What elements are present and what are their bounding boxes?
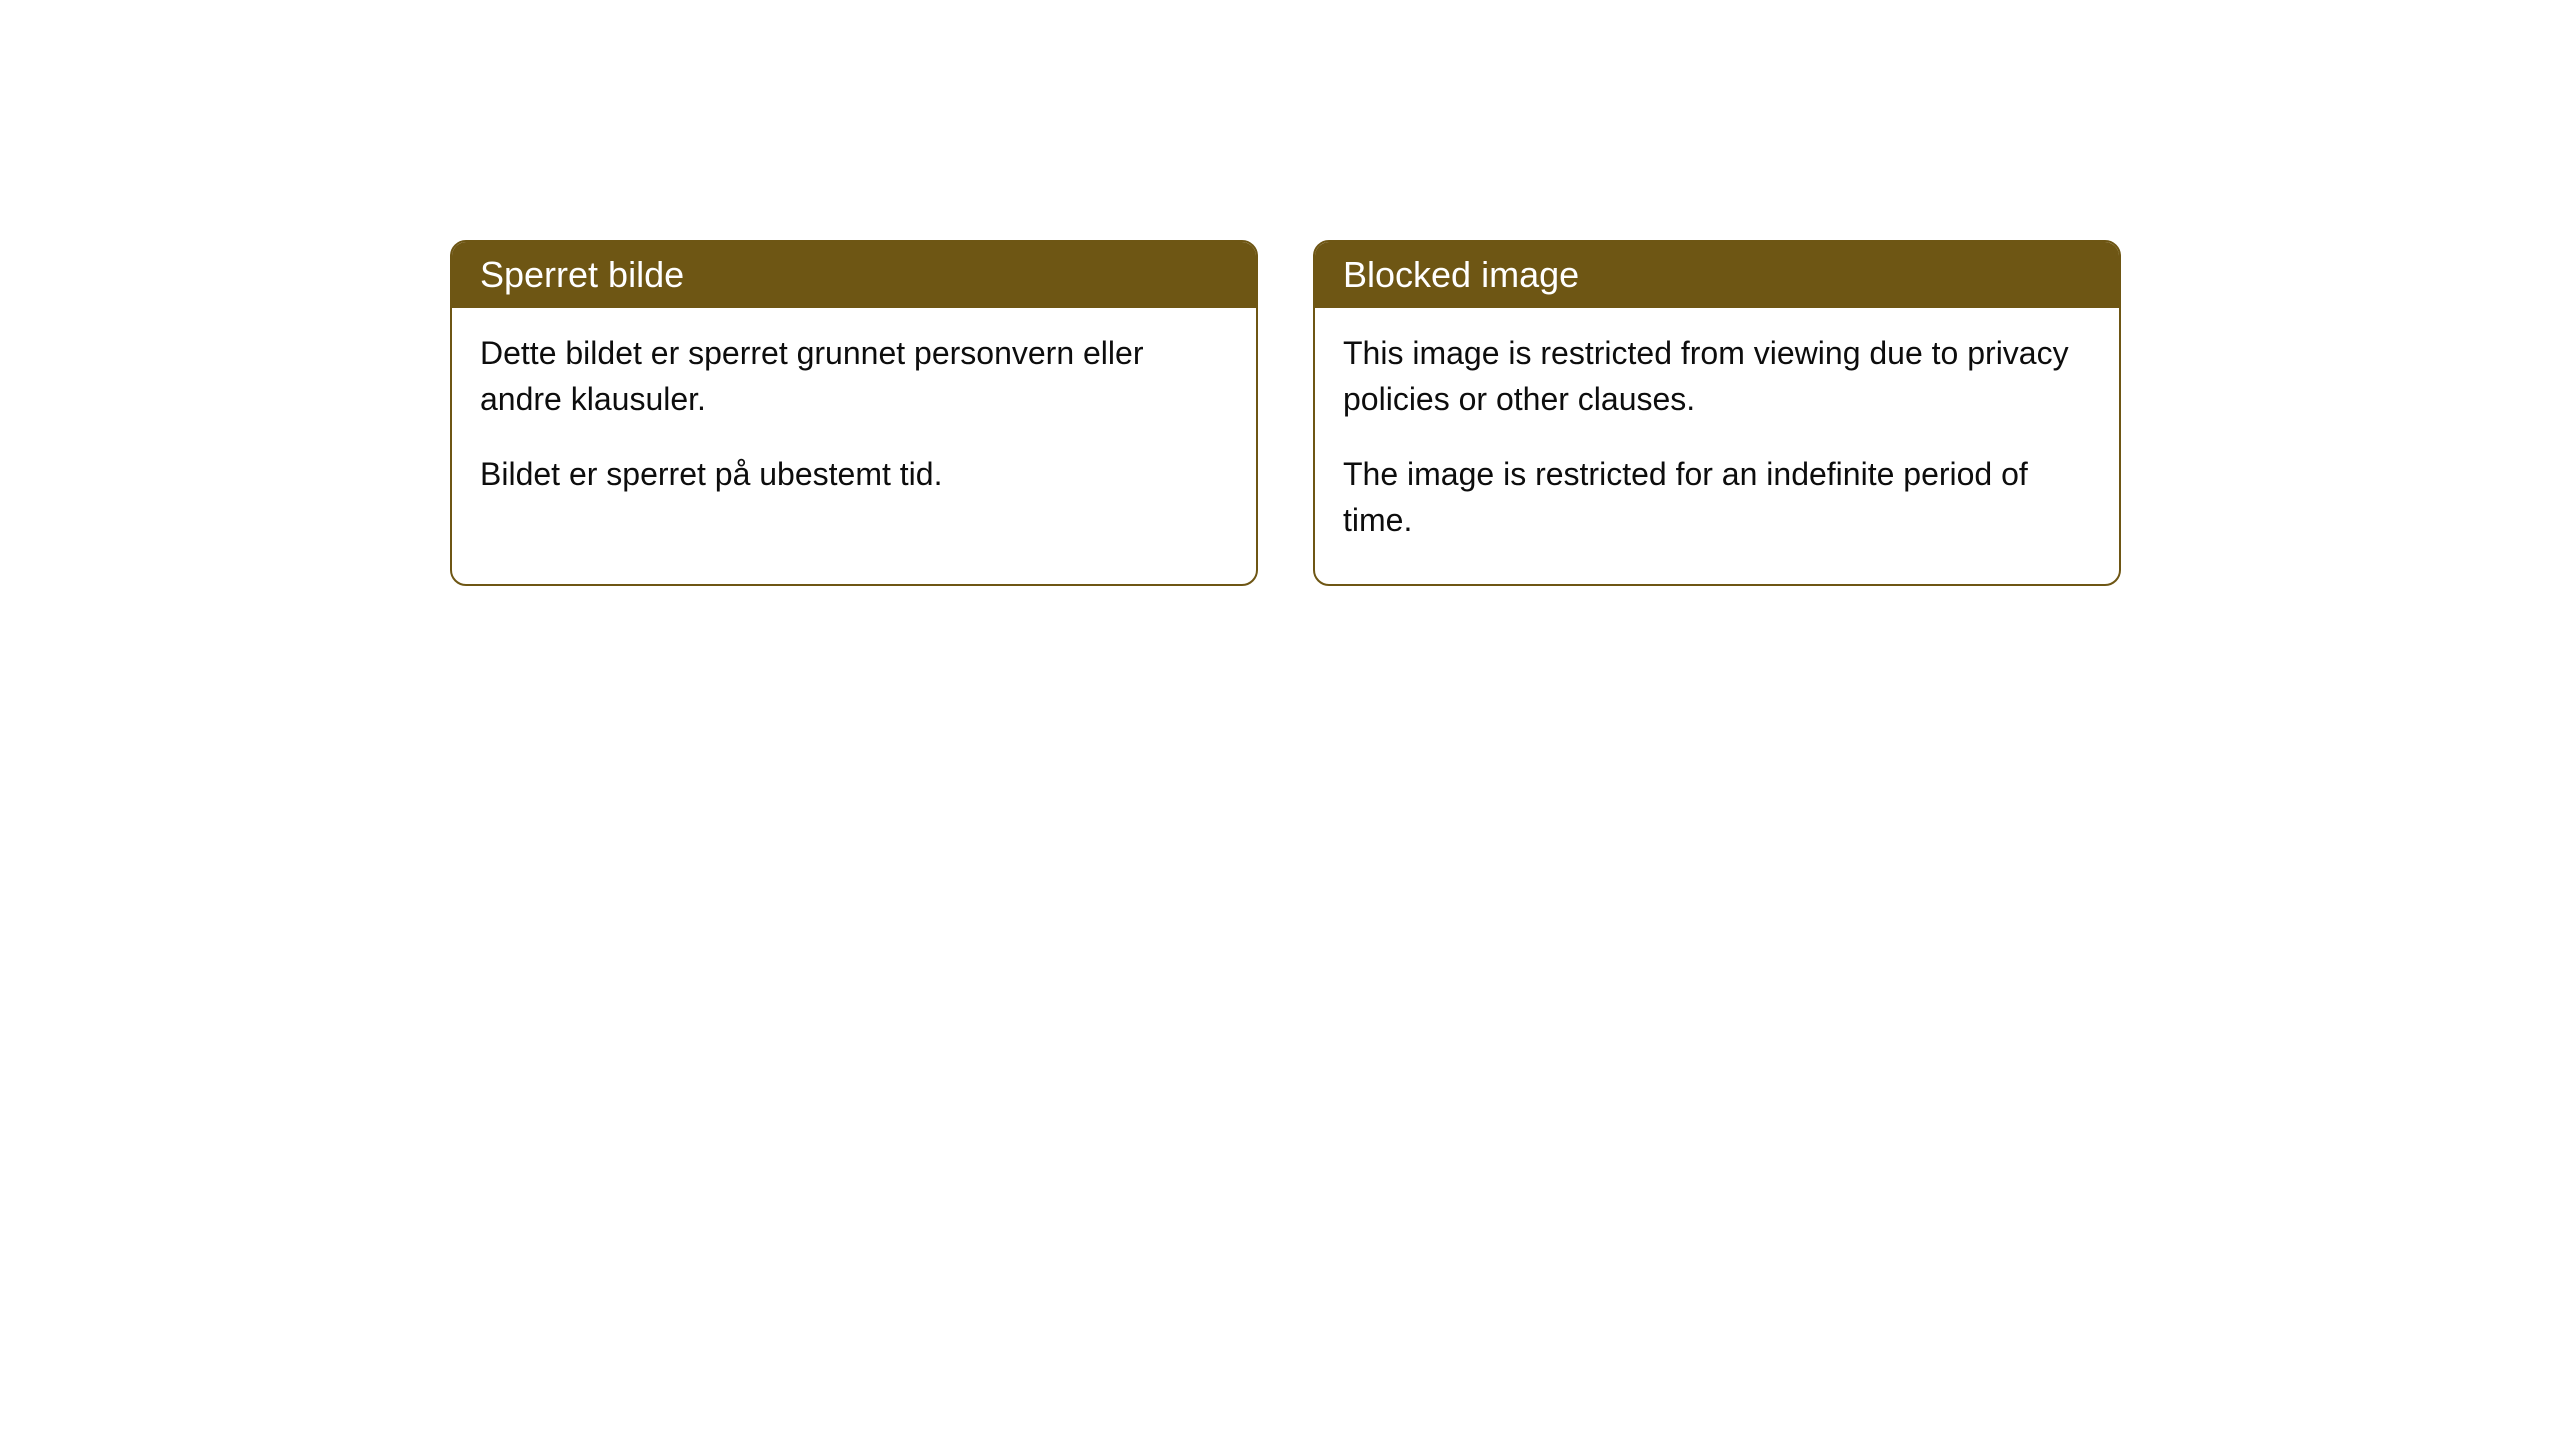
card-paragraph-nb-2: Bildet er sperret på ubestemt tid. bbox=[480, 451, 1228, 497]
card-body-nb: Dette bildet er sperret grunnet personve… bbox=[452, 308, 1256, 537]
card-header-nb: Sperret bilde bbox=[452, 242, 1256, 308]
card-paragraph-en-2: The image is restricted for an indefinit… bbox=[1343, 451, 2091, 544]
card-paragraph-nb-1: Dette bildet er sperret grunnet personve… bbox=[480, 330, 1228, 423]
card-body-en: This image is restricted from viewing du… bbox=[1315, 308, 2119, 584]
notice-container: Sperret bilde Dette bildet er sperret gr… bbox=[450, 240, 2121, 586]
card-header-en: Blocked image bbox=[1315, 242, 2119, 308]
blocked-image-card-en: Blocked image This image is restricted f… bbox=[1313, 240, 2121, 586]
blocked-image-card-nb: Sperret bilde Dette bildet er sperret gr… bbox=[450, 240, 1258, 586]
card-paragraph-en-1: This image is restricted from viewing du… bbox=[1343, 330, 2091, 423]
